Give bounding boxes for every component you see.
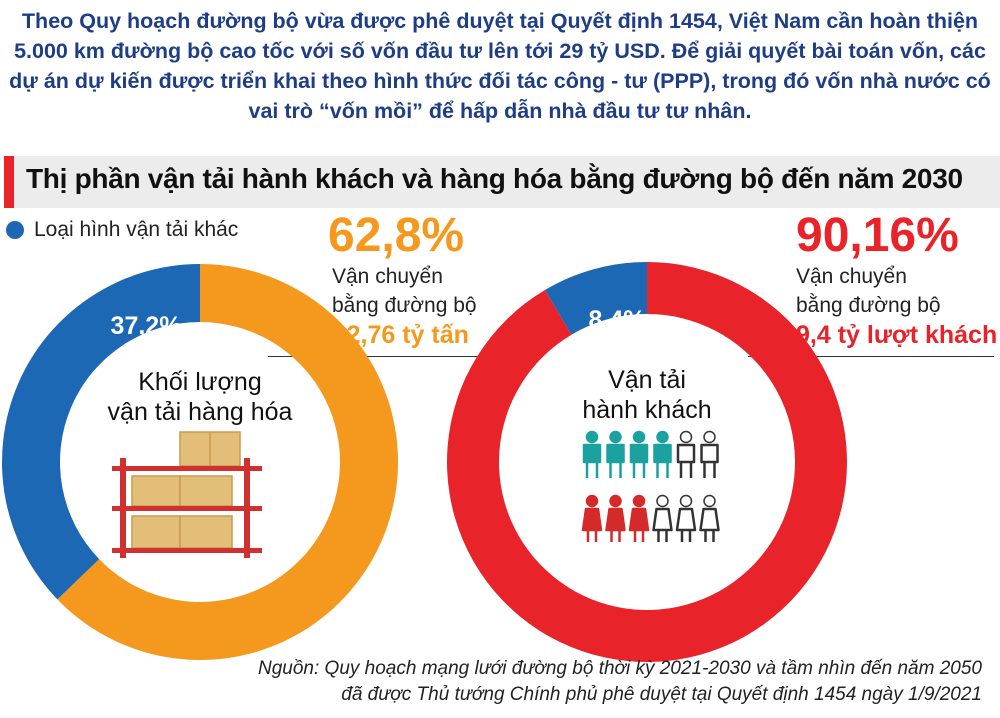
passenger-amount: 9,4 tỷ lượt khách — [796, 321, 998, 349]
freight-label-line1: Vận chuyển — [332, 265, 443, 288]
passenger-label-line2: bằng đường bộ — [796, 294, 941, 317]
passenger-label-line1: Vận chuyển — [796, 265, 907, 288]
person-icon — [629, 430, 649, 478]
freight-divider — [268, 356, 498, 357]
person-icon — [581, 494, 603, 542]
person-icon — [652, 494, 673, 542]
title-accent — [4, 156, 14, 208]
person-icon — [605, 494, 626, 542]
freight-center-label-line2: vận tải hàng hóa — [108, 398, 293, 426]
passenger-divider — [748, 356, 994, 357]
passenger-other-slice — [544, 262, 647, 335]
person-icon — [675, 494, 697, 542]
freight-other-slice — [1, 264, 201, 600]
passenger-donut — [446, 262, 847, 662]
passenger-center-label-line2: hành khách — [582, 396, 711, 424]
person-icon — [628, 494, 650, 542]
person-icon — [699, 494, 720, 542]
freight-center-label-line1: Khối lượng — [138, 368, 261, 396]
freight-label-line2: bằng đường bộ — [332, 294, 477, 317]
source-line-1: Nguồn: Quy hoạch mạng lưới đường bộ thời… — [258, 658, 982, 679]
source-note: Nguồn: Quy hoạch mạng lưới đường bộ thời… — [258, 656, 982, 708]
freight-road-slice — [57, 264, 398, 660]
chart-title: Thị phần vận tải hành khách và hàng hóa … — [26, 163, 963, 194]
passenger-other-slice-label: 8,4% — [589, 306, 646, 334]
person-icon — [700, 430, 719, 478]
legend-dot-other — [6, 221, 24, 239]
freight-percent: 62,8% — [328, 209, 465, 262]
people-grid-icon — [581, 430, 720, 542]
passenger-center-label-line1: Vận tải — [608, 366, 686, 394]
legend-label-other: Loại hình vận tải khác — [34, 218, 239, 241]
source-line-2: đã được Thủ tướng Chính phủ phê duyệt tạ… — [341, 684, 982, 705]
freight-other-slice-label: 37,2% — [111, 312, 182, 340]
legend: Loại hình vận tải khác — [6, 218, 238, 242]
person-icon — [582, 430, 602, 478]
intro-paragraph: Theo Quy hoạch đường bộ vừa được phê duy… — [9, 9, 991, 123]
person-icon — [606, 430, 625, 478]
shelf-boxes-icon — [112, 431, 262, 558]
person-icon — [676, 430, 696, 478]
person-icon — [653, 430, 672, 478]
passenger-percent: 90,16% — [796, 209, 959, 262]
freight-donut — [1, 264, 398, 660]
title-bar — [4, 156, 1000, 208]
